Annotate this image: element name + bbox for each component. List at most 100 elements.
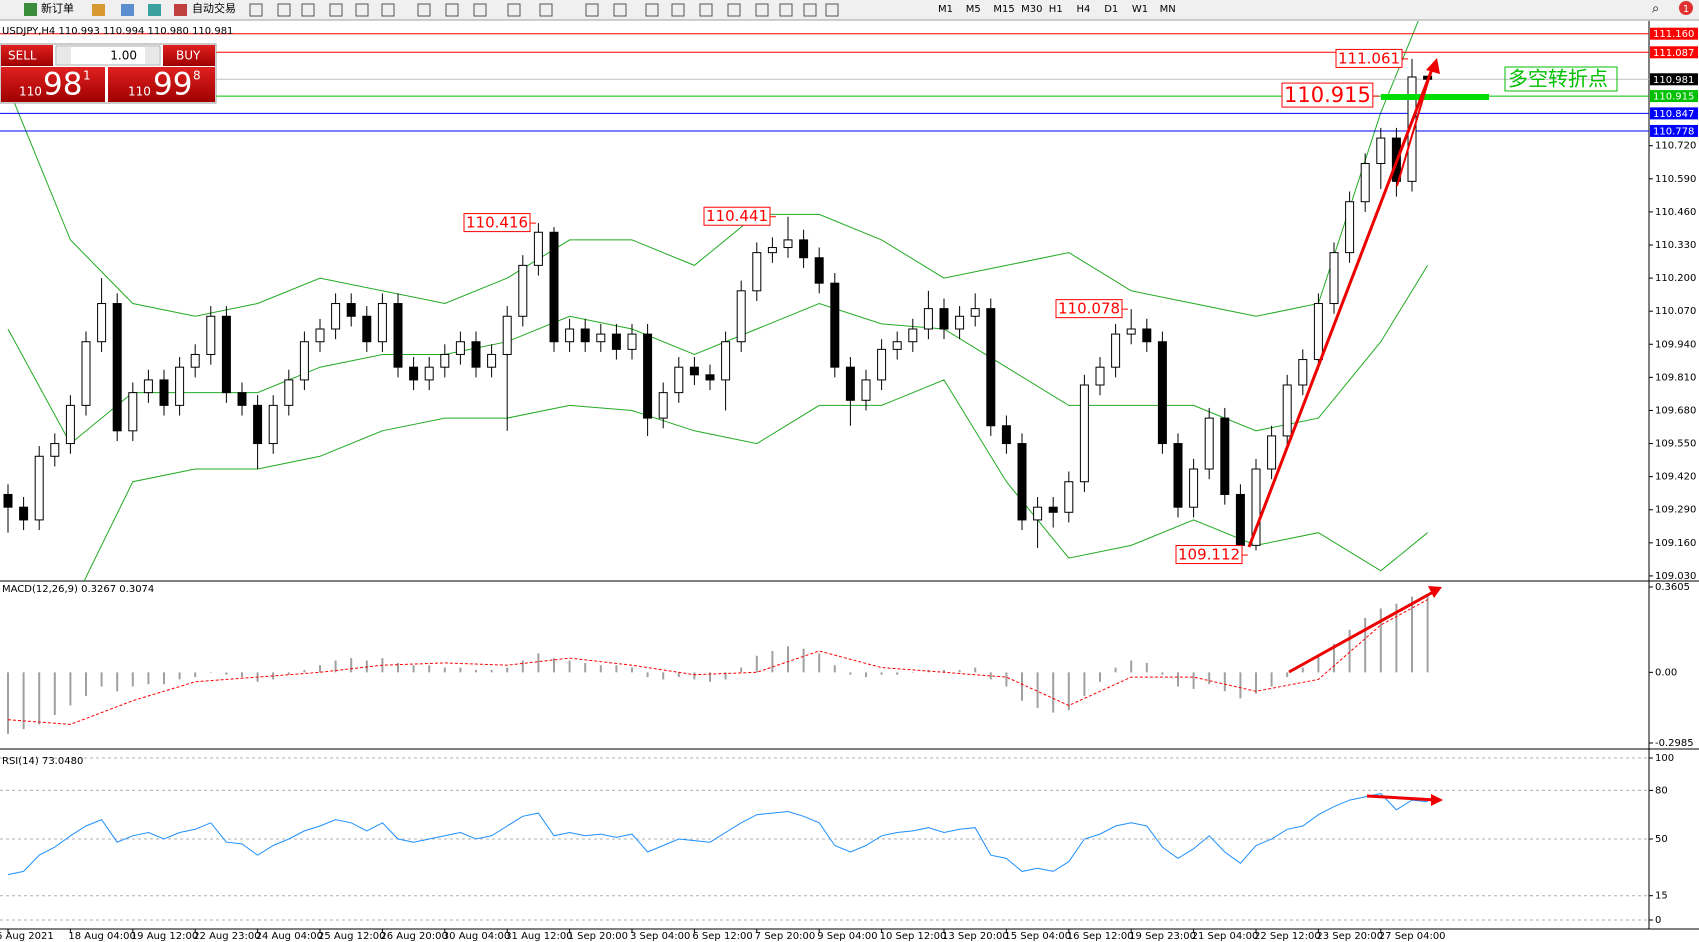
candle-body [34, 455, 44, 521]
macd-bar [69, 672, 72, 706]
timeframe-button[interactable]: H1 [1049, 4, 1063, 15]
timeframe-button[interactable]: M15 [993, 4, 1014, 15]
timeframe-button[interactable]: M5 [966, 4, 981, 15]
toolbar-icon[interactable] [645, 3, 659, 17]
candle-body [752, 252, 762, 292]
macd-bar [943, 669, 945, 673]
toolbar-icon[interactable] [699, 3, 713, 17]
candle-body [955, 315, 965, 330]
notification-badge[interactable] [1679, 1, 1693, 15]
timeframe-button[interactable]: M30 [1021, 4, 1042, 15]
candle-body [284, 379, 294, 406]
candle-body [206, 315, 216, 355]
new-order-icon[interactable] [24, 3, 37, 16]
rsi-panel [0, 757, 1649, 921]
toolbar-icon[interactable] [445, 3, 459, 17]
sell-button[interactable] [1, 45, 53, 66]
timeframe-button[interactable]: W1 [1132, 4, 1148, 15]
annotation-label: 110.416 [466, 214, 528, 232]
buy-price-pips[interactable]: 99 [153, 67, 192, 103]
timeframe-button[interactable]: H4 [1077, 4, 1091, 15]
toolbar-icon[interactable] [613, 3, 627, 17]
macd-bar [880, 672, 883, 675]
macd-bar [1192, 672, 1195, 689]
toolbar-icon[interactable] [121, 4, 134, 16]
notification-count[interactable]: 1 [1683, 4, 1689, 15]
candle-body [1064, 481, 1074, 513]
lots-value[interactable]: 1.00 [110, 49, 137, 63]
toolbar-icon[interactable] [473, 3, 487, 17]
macd-bar [475, 669, 477, 673]
macd-bar [740, 667, 743, 673]
candle-body [533, 231, 543, 266]
timeframe-button[interactable]: MN [1160, 4, 1176, 15]
x-tick-label: 1 Sep 20:00 [568, 931, 628, 942]
y-tick-label: 109.160 [1655, 538, 1696, 549]
price-level-label: 110.778 [1653, 126, 1694, 137]
candle-body [97, 303, 107, 343]
toolbar-icon[interactable] [381, 3, 395, 17]
y-tick-label: 109.030 [1655, 571, 1696, 582]
buy-price-point[interactable]: 8 [193, 69, 201, 83]
toolbar-icon[interactable] [355, 3, 369, 17]
macd-bar [443, 667, 446, 673]
y-tick-label: 0 [1655, 915, 1661, 926]
toolbar-icon[interactable] [727, 3, 741, 17]
candle-body [1376, 137, 1386, 165]
toolbar-icon[interactable] [148, 4, 161, 16]
macd-bar [1223, 672, 1226, 692]
toolbar-icon[interactable] [301, 3, 315, 17]
toolbar-icon[interactable] [417, 3, 431, 17]
auto-trade-button[interactable]: 自动交易 [192, 1, 236, 15]
toolbar-icon[interactable] [329, 3, 343, 17]
sell-label[interactable]: SELL [8, 49, 37, 63]
auto-trade-icon[interactable] [174, 4, 187, 16]
buy-label[interactable]: BUY [176, 49, 201, 63]
macd-panel [7, 595, 1429, 734]
rsi-line [7, 793, 1428, 876]
arrow-head [1426, 58, 1440, 74]
lots-down[interactable] [57, 47, 71, 64]
candle-body [143, 379, 153, 394]
toolbar-icon[interactable] [825, 3, 839, 17]
axes: 109.030 109.160 109.290 109.420 109.550 109.6… [0, 27, 1698, 942]
candle-body [892, 341, 902, 350]
timeframe-button[interactable]: D1 [1104, 4, 1118, 15]
toolbar-icon[interactable] [755, 3, 769, 17]
candle-body [1360, 163, 1370, 203]
sell-price-point[interactable]: 1 [83, 69, 91, 83]
candle-body [830, 282, 840, 368]
new-order-button[interactable]: 新订单 [41, 1, 74, 15]
x-tick-label: 16 Sep 12:00 [1067, 931, 1134, 942]
sell-price-box[interactable] [1, 67, 105, 102]
macd-bar [833, 665, 836, 673]
sell-price-pips[interactable]: 98 [43, 67, 82, 103]
lots-up[interactable] [145, 47, 159, 64]
toolbar-icon[interactable] [779, 3, 793, 17]
toolbar-icon[interactable] [539, 3, 553, 17]
buy-price-big[interactable]: 110 [128, 85, 151, 99]
candle-body [50, 443, 60, 457]
buy-price-box[interactable] [108, 67, 215, 102]
toolbar-icon[interactable] [249, 3, 263, 17]
macd-bar [1286, 672, 1289, 678]
macd-bar [1161, 672, 1164, 675]
timeframe-button[interactable]: M1 [938, 4, 953, 15]
annotation-label: 110.915 [1284, 83, 1371, 107]
toolbar-icon[interactable] [585, 3, 599, 17]
macd-bar [225, 672, 228, 675]
sell-price-big[interactable]: 110 [19, 85, 42, 99]
macd-bar [553, 658, 555, 673]
toolbar-icon[interactable] [507, 3, 521, 17]
lots-input[interactable] [55, 45, 161, 66]
macd-bar [506, 667, 509, 673]
toolbar-icon[interactable] [277, 3, 291, 17]
toolbar-icon[interactable] [803, 3, 817, 17]
search-icon[interactable]: ⌕ [1652, 2, 1659, 17]
toolbar-icon[interactable] [92, 4, 105, 16]
candle-body [1142, 328, 1152, 343]
toolbar-icon[interactable] [671, 3, 685, 17]
buy-button[interactable] [163, 45, 215, 66]
macd-bar [989, 672, 992, 680]
candle-body [799, 239, 809, 259]
